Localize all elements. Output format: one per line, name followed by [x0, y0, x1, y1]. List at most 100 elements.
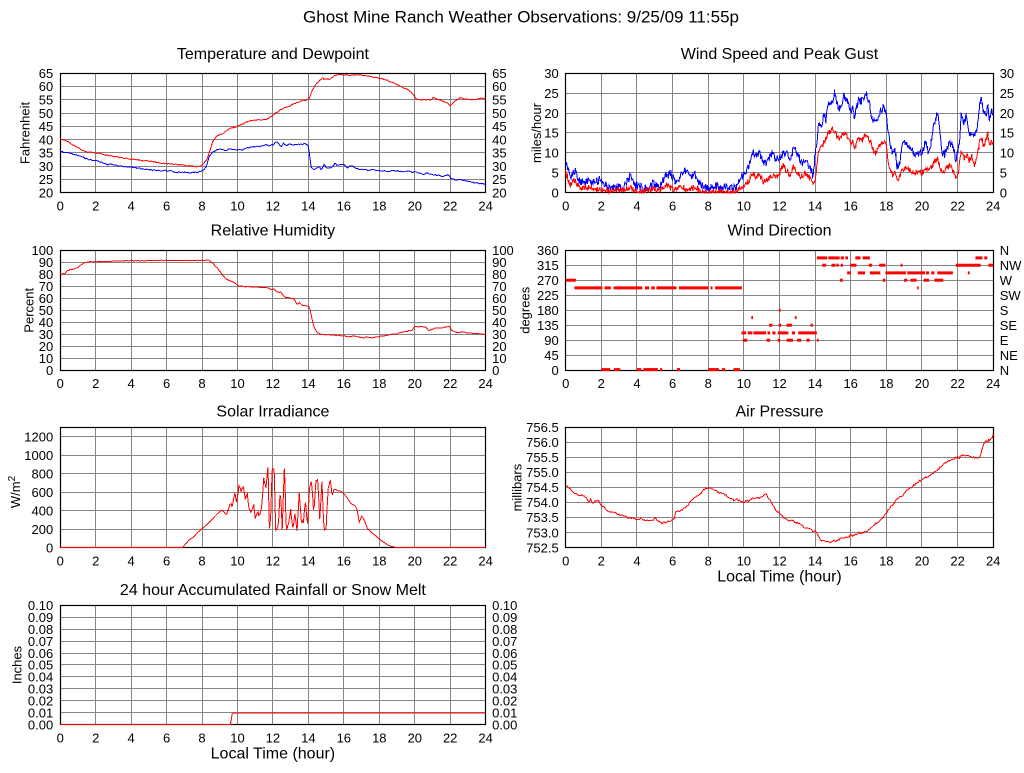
svg-text:20: 20: [408, 553, 422, 568]
svg-text:6: 6: [163, 199, 170, 214]
svg-text:10: 10: [737, 376, 751, 391]
svg-text:degrees: degrees: [518, 286, 533, 333]
svg-text:752.5: 752.5: [526, 540, 559, 555]
svg-text:4: 4: [127, 199, 134, 214]
svg-text:S: S: [1000, 303, 1009, 318]
svg-text:22: 22: [950, 199, 964, 214]
svg-text:10: 10: [737, 553, 751, 568]
svg-text:16: 16: [337, 553, 351, 568]
svg-text:0: 0: [551, 363, 558, 378]
svg-text:0: 0: [57, 553, 64, 568]
svg-text:Wind Speed and Peak Gust: Wind Speed and Peak Gust: [681, 46, 879, 63]
svg-text:5: 5: [551, 166, 558, 181]
svg-text:0.01: 0.01: [28, 706, 53, 721]
svg-text:4: 4: [633, 376, 640, 391]
svg-text:0.10: 0.10: [492, 598, 517, 613]
svg-text:20: 20: [544, 106, 558, 121]
svg-text:Fahrenheit: Fahrenheit: [17, 102, 32, 165]
svg-text:18: 18: [372, 731, 386, 746]
svg-text:0.00: 0.00: [492, 717, 517, 732]
svg-text:50: 50: [492, 106, 506, 121]
svg-text:14: 14: [808, 376, 822, 391]
svg-text:0: 0: [57, 731, 64, 746]
svg-text:0.09: 0.09: [28, 610, 53, 625]
svg-text:20: 20: [1000, 106, 1014, 121]
svg-text:60: 60: [492, 79, 506, 94]
svg-text:24: 24: [986, 376, 1000, 391]
svg-text:0: 0: [57, 199, 64, 214]
svg-text:755.5: 755.5: [526, 450, 559, 465]
svg-text:Inches: Inches: [10, 645, 25, 684]
svg-text:20: 20: [408, 376, 422, 391]
svg-text:20: 20: [492, 339, 506, 354]
svg-text:756.0: 756.0: [526, 435, 559, 450]
svg-text:Air Pressure: Air Pressure: [735, 404, 823, 421]
svg-text:16: 16: [337, 731, 351, 746]
svg-text:55: 55: [39, 93, 53, 108]
svg-text:10: 10: [737, 199, 751, 214]
svg-text:E: E: [1000, 333, 1009, 348]
svg-text:10: 10: [230, 199, 244, 214]
svg-text:30: 30: [492, 327, 506, 342]
svg-text:10: 10: [230, 553, 244, 568]
svg-text:24: 24: [986, 553, 1000, 568]
svg-text:25: 25: [1000, 86, 1014, 101]
svg-text:Relative Humidity: Relative Humidity: [211, 222, 335, 239]
svg-text:Wind Direction: Wind Direction: [727, 222, 831, 239]
svg-text:30: 30: [39, 327, 53, 342]
svg-text:225: 225: [537, 288, 559, 303]
svg-text:70: 70: [39, 279, 53, 294]
svg-text:0: 0: [562, 199, 569, 214]
svg-text:24 hour Accumulated Rainfall o: 24 hour Accumulated Rainfall or Snow Mel…: [120, 582, 426, 599]
svg-text:756.5: 756.5: [526, 420, 559, 435]
svg-text:6: 6: [669, 553, 676, 568]
svg-text:55: 55: [492, 93, 506, 108]
svg-text:14: 14: [301, 731, 315, 746]
svg-text:0.01: 0.01: [492, 706, 517, 721]
svg-text:W: W: [1000, 273, 1013, 288]
svg-text:753.5: 753.5: [526, 510, 559, 525]
svg-text:22: 22: [443, 199, 457, 214]
svg-text:180: 180: [537, 303, 559, 318]
svg-text:14: 14: [301, 553, 315, 568]
svg-text:25: 25: [544, 86, 558, 101]
svg-text:20: 20: [408, 731, 422, 746]
svg-text:10: 10: [39, 351, 53, 366]
svg-text:35: 35: [39, 146, 53, 161]
svg-text:20: 20: [915, 199, 929, 214]
svg-text:6: 6: [669, 199, 676, 214]
svg-text:1000: 1000: [24, 448, 53, 463]
svg-text:30: 30: [1000, 66, 1014, 81]
svg-text:754.5: 754.5: [526, 480, 559, 495]
svg-text:15: 15: [544, 126, 558, 141]
svg-text:18: 18: [879, 553, 893, 568]
svg-text:45: 45: [492, 119, 506, 134]
svg-text:400: 400: [31, 503, 53, 518]
svg-text:12: 12: [266, 376, 280, 391]
svg-text:24: 24: [478, 553, 492, 568]
svg-text:20: 20: [915, 376, 929, 391]
svg-text:35: 35: [492, 146, 506, 161]
svg-text:1200: 1200: [24, 429, 53, 444]
svg-text:22: 22: [950, 553, 964, 568]
svg-text:40: 40: [39, 132, 53, 147]
svg-text:100: 100: [492, 243, 514, 258]
svg-text:12: 12: [772, 553, 786, 568]
svg-text:2: 2: [598, 199, 605, 214]
svg-text:50: 50: [492, 303, 506, 318]
svg-text:18: 18: [372, 553, 386, 568]
svg-text:18: 18: [372, 199, 386, 214]
svg-text:40: 40: [492, 132, 506, 147]
svg-text:0.10: 0.10: [28, 598, 53, 613]
svg-text:8: 8: [198, 553, 205, 568]
svg-text:12: 12: [266, 553, 280, 568]
svg-text:22: 22: [443, 731, 457, 746]
svg-text:4: 4: [127, 731, 134, 746]
svg-text:Temperature and Dewpoint: Temperature and Dewpoint: [177, 46, 370, 63]
svg-text:0: 0: [562, 553, 569, 568]
svg-text:6: 6: [163, 553, 170, 568]
svg-text:2: 2: [598, 553, 605, 568]
svg-text:0.08: 0.08: [492, 622, 517, 637]
svg-text:0.09: 0.09: [492, 610, 517, 625]
svg-text:12: 12: [772, 376, 786, 391]
